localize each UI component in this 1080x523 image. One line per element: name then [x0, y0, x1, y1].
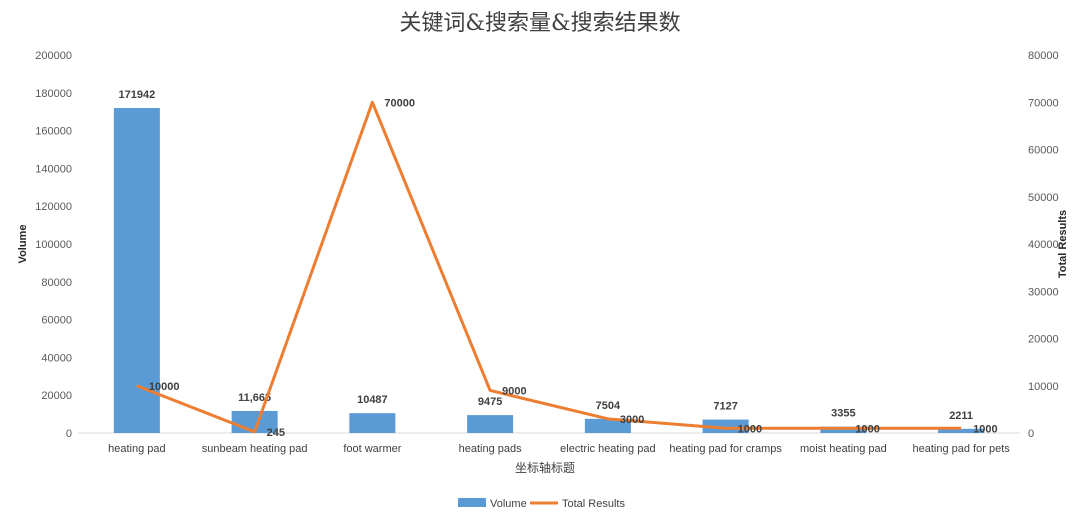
y-axis-ticks: 0 20000 40000 60000 80000 100000 120000 140000 1…: [35, 50, 72, 440]
legend-swatch-volume: [458, 498, 486, 507]
y2-tick-label: 80000: [1028, 50, 1059, 62]
y2-tick-label: 30000: [1028, 286, 1059, 298]
y-tick-label: 40000: [41, 352, 72, 364]
category-label: heating pad: [108, 443, 166, 455]
category-label: electric heating pad: [560, 443, 655, 455]
category-label: foot warmer: [343, 443, 401, 455]
volume-bar: [349, 413, 396, 433]
category-label: heating pad for pets: [913, 443, 1011, 455]
legend-label-total-results: Total Results: [562, 498, 625, 510]
volume-bar: [938, 428, 985, 433]
y-tick-label: 0: [66, 428, 72, 440]
legend: Volume Total Results: [458, 498, 625, 510]
volume-bar: [584, 418, 631, 433]
x-axis-title: 坐标轴标题: [515, 460, 575, 475]
volume-bar: [820, 426, 867, 433]
volume-data-label: 2211: [949, 410, 973, 422]
category-labels: heating pad sunbeam heating pad foot warme…: [108, 443, 1010, 455]
total-results-data-labels: 10000 245 70000 9000 3000 1000 1000 1000: [149, 97, 998, 439]
total-results-data-label: 1000: [855, 423, 879, 435]
y2-tick-label: 0: [1028, 428, 1034, 440]
volume-data-label: 7127: [713, 401, 737, 413]
y2-tick-label: 60000: [1028, 145, 1059, 157]
chart-title: 关键词&搜索量&搜索结果数: [399, 11, 680, 36]
y2-tick-label: 40000: [1028, 239, 1059, 251]
volume-data-label: 3355: [831, 408, 855, 420]
y2-tick-label: 10000: [1028, 381, 1059, 393]
total-results-line: [136, 100, 962, 434]
y-axis-title: Volume: [17, 225, 29, 264]
category-label: sunbeam heating pad: [202, 443, 308, 455]
y-tick-label: 20000: [41, 390, 72, 402]
total-results-data-label: 9000: [502, 385, 526, 397]
volume-bar: [113, 108, 160, 434]
y-tick-label: 120000: [35, 201, 72, 213]
volume-data-label: 7504: [596, 400, 621, 412]
total-results-data-label: 1000: [738, 423, 762, 435]
volume-bar: [467, 415, 514, 433]
y-tick-label: 160000: [35, 126, 72, 138]
volume-data-labels: 171942 11,665 10487 9475 7504 7127 3355 2211: [119, 89, 974, 422]
volume-data-label: 171942: [119, 89, 156, 101]
y2-tick-label: 20000: [1028, 334, 1059, 346]
legend-label-volume: Volume: [490, 498, 527, 510]
volume-data-label: 11,665: [238, 392, 271, 404]
y-tick-label: 60000: [41, 315, 72, 327]
total-results-data-label: 245: [267, 427, 285, 439]
y-tick-label: 180000: [35, 88, 72, 100]
category-label: heating pads: [459, 443, 522, 455]
y2-tick-label: 70000: [1028, 97, 1059, 109]
volume-bars: [113, 108, 985, 434]
y2-axis-ticks: 0 10000 20000 30000 40000 50000 60000 70000 8000…: [1028, 50, 1059, 440]
total-results-data-label: 10000: [149, 381, 180, 393]
volume-data-label: 9475: [478, 396, 502, 408]
y2-axis-title: Total Results: [1057, 210, 1069, 278]
total-results-data-label: 3000: [620, 414, 644, 426]
y2-tick-label: 50000: [1028, 192, 1059, 204]
y-tick-label: 100000: [35, 239, 72, 251]
total-results-data-label: 70000: [384, 97, 415, 109]
category-label: moist heating pad: [800, 443, 887, 455]
y-tick-label: 200000: [35, 50, 72, 62]
category-label: heating pad for cramps: [669, 443, 782, 455]
y-tick-label: 80000: [41, 277, 72, 289]
volume-data-label: 10487: [357, 394, 388, 406]
y-tick-label: 140000: [35, 163, 72, 175]
total-results-data-label: 1000: [973, 423, 997, 435]
